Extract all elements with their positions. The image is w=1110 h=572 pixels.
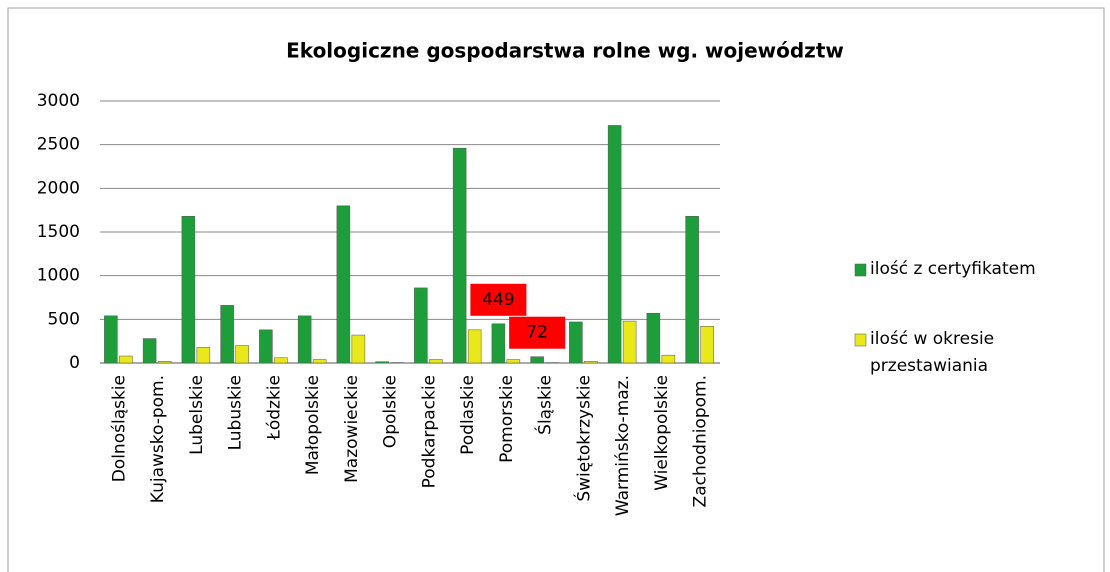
y-tick-label: 2500: [37, 135, 80, 155]
bar: [157, 361, 172, 364]
x-tick-label: Lubuskie: [226, 375, 246, 450]
chart-title: Ekologiczne gospodarstwa rolne wg. wojew…: [286, 39, 844, 63]
bar: [259, 329, 273, 364]
x-tick-label: Śląskie: [534, 375, 556, 435]
bar: [312, 359, 327, 364]
bar: [181, 216, 196, 364]
legend-swatch: [854, 263, 867, 277]
bar: [196, 347, 211, 364]
x-tick-label: Lubelskie: [187, 375, 207, 455]
x-tick-label: Dolnośląskie: [109, 375, 129, 482]
bar: [491, 323, 506, 364]
legend-label: ilość w okresie przestawiania: [870, 329, 995, 376]
x-tick-label: Podkarpackie: [419, 375, 439, 488]
data-label: 449: [482, 290, 514, 310]
bar: [700, 326, 714, 364]
y-tick-label: 1500: [37, 222, 80, 242]
x-tick-label: Małopolskie: [303, 375, 323, 475]
x-tick-label: Podlaskie: [458, 375, 478, 455]
x-tick-label: Opolskie: [381, 375, 401, 448]
y-tick-label: 0: [69, 353, 80, 373]
x-tick-label: Pomorskie: [497, 375, 517, 463]
bar: [530, 356, 544, 364]
bar: [584, 361, 598, 364]
data-label-box: [470, 283, 527, 316]
bar: [506, 359, 521, 364]
chart-border: [7, 7, 1105, 572]
bar: [414, 287, 428, 364]
bar: [622, 320, 637, 364]
bar: [220, 305, 234, 364]
bar: [452, 147, 467, 364]
data-label-box: [509, 316, 566, 349]
x-tick-label: Mazowieckie: [342, 375, 362, 483]
bar: [104, 315, 118, 364]
bar: [351, 334, 366, 364]
bar: [685, 216, 699, 364]
x-tick-label: Warmińsko-maz.: [613, 375, 633, 516]
bar: [336, 205, 351, 364]
bar: [375, 361, 389, 364]
bar: [661, 354, 676, 364]
x-tick-label: Łódzkie: [264, 375, 284, 441]
bar: [142, 338, 157, 364]
y-tick-label: 2000: [37, 178, 80, 198]
bar: [467, 329, 482, 364]
y-tick-label: 1000: [37, 266, 80, 286]
y-tick-label: 500: [48, 309, 80, 329]
bar: [569, 321, 583, 364]
bar: [297, 315, 312, 364]
data-label: 72: [526, 323, 548, 343]
bar: [235, 345, 249, 364]
x-tick-label: Zachodniopom.: [691, 375, 711, 507]
bar: [646, 312, 661, 364]
bar: [274, 357, 288, 364]
bar: [429, 359, 443, 364]
legend-label: ilość z certyfikatem: [870, 259, 1036, 279]
legend-swatch: [854, 333, 867, 347]
x-tick-label: Wielkopolskie: [652, 375, 672, 491]
x-tick-label: Świętokrzyskie: [572, 375, 594, 502]
bar: [119, 355, 133, 364]
y-tick-label: 3000: [37, 91, 80, 111]
bar: [607, 125, 622, 364]
x-tick-label: Kujawsko-pom.: [148, 375, 168, 503]
